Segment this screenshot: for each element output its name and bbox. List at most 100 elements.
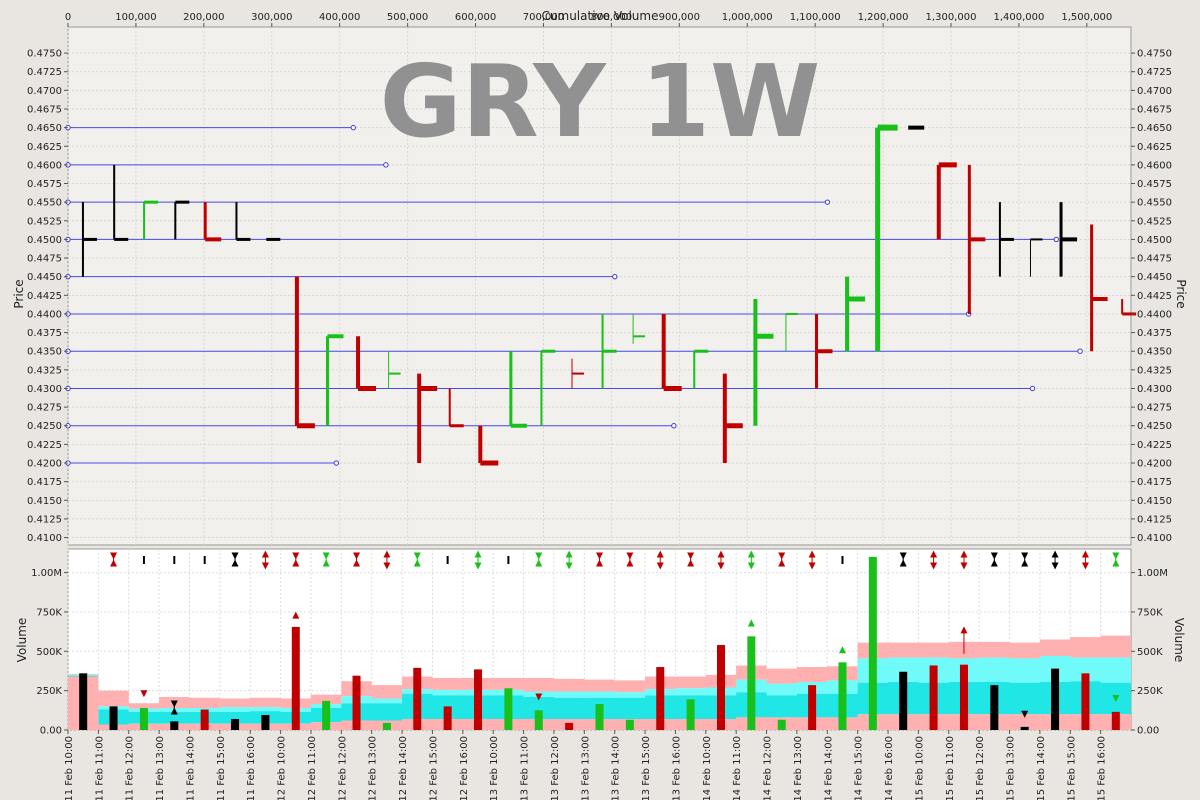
cumvol-tick-label: 1,000,000	[722, 12, 773, 23]
signal-up-marker	[960, 626, 968, 634]
volume-bar	[474, 669, 483, 730]
cumvol-tick-label: 900,000	[659, 12, 700, 23]
price-tick-label: 0.4150	[1137, 496, 1172, 507]
volume-bar	[899, 671, 908, 730]
volume-tick-label: 500K	[36, 647, 62, 658]
time-tick-label: 13 Feb 14:00	[611, 736, 622, 800]
volume-tick-label: 750K	[1137, 607, 1163, 618]
signal-down-marker	[1021, 710, 1029, 718]
volume-bar	[139, 707, 148, 730]
price-tick-label: 0.4675	[27, 104, 62, 115]
volume-bar	[929, 665, 938, 730]
cumvol-tick-label: 400,000	[319, 12, 360, 23]
price-tick-label: 0.4450	[1137, 272, 1172, 283]
top-axis: 0 100,000 200,000 300,000 400,000 500,000 600,…	[65, 12, 1112, 27]
signal-up-marker	[747, 619, 755, 627]
price-tick-label: 0.4550	[27, 198, 62, 209]
price-tick-label: 0.4625	[27, 142, 62, 153]
price-level-end-point	[350, 124, 356, 131]
price-tick-label: 0.4300	[1137, 384, 1172, 395]
price-tick-label: 0.4275	[1137, 403, 1172, 414]
time-tick-label: 14 Feb 15:00	[854, 736, 865, 800]
volume-bar	[625, 719, 634, 730]
volume-band-middle	[68, 656, 1131, 712]
price-tick-label: 0.4425	[1137, 291, 1172, 302]
price-tick-label: 0.4725	[27, 67, 62, 78]
time-tick-label: 12 Feb 11:00	[307, 736, 318, 800]
time-tick-label: 13 Feb 13:00	[580, 736, 591, 800]
price-tick-label: 0.4175	[27, 477, 62, 488]
signal-down-marker	[535, 693, 543, 701]
price-tick-label: 0.4150	[27, 496, 62, 507]
time-tick-label: 14 Feb 16:00	[884, 736, 895, 800]
cumvol-tick-label: 1,400,000	[993, 12, 1044, 23]
price-tick-label: 0.4600	[27, 160, 62, 171]
price-tick-label: 0.4725	[1137, 67, 1172, 78]
price-tick-label: 0.4700	[1137, 86, 1172, 97]
time-tick-label: 12 Feb 15:00	[428, 736, 439, 800]
price-tick-label: 0.4100	[1137, 533, 1172, 544]
volume-bar	[413, 667, 422, 730]
time-axis: 11 Feb 10:00 11 Feb 11:00 11 Feb 12:00 11 F…	[64, 730, 1108, 800]
cumvol-tick-label: 1,300,000	[926, 12, 977, 23]
price-tick-label: 0.4350	[27, 347, 62, 358]
volume-bar	[747, 636, 756, 730]
volume-bar	[443, 706, 452, 730]
price-tick-label: 0.4375	[1137, 328, 1172, 339]
volume-bar	[838, 662, 847, 730]
price-level-end-point	[612, 273, 618, 280]
signal-markers	[110, 550, 1120, 718]
time-tick-label: 12 Feb 16:00	[459, 736, 470, 800]
volume-tick-label: 1.00M	[1137, 568, 1168, 579]
time-tick-label: 13 Feb 11:00	[520, 736, 531, 800]
volume-bar	[686, 699, 695, 730]
price-tick-label: 0.4500	[1137, 235, 1172, 246]
volume-bar	[291, 626, 300, 730]
volume-axis-title-left: Volume	[15, 618, 29, 663]
price-tick-label: 0.4100	[27, 533, 62, 544]
price-tick-label: 0.4575	[27, 179, 62, 190]
price-level-end-point	[1077, 348, 1083, 354]
chart-title-watermark: GRY 1W	[380, 43, 821, 160]
volume-bar	[716, 645, 725, 730]
cumvol-tick-label: 1,200,000	[858, 12, 909, 23]
volume-tick-label: 750K	[36, 607, 62, 618]
time-tick-label: 11 Feb 10:00	[64, 736, 75, 800]
price-tick-label: 0.4425	[27, 291, 62, 302]
signal-up-marker	[838, 646, 846, 654]
volume-bands	[68, 635, 1131, 730]
volume-band-core	[68, 675, 1131, 725]
volume-bar	[170, 721, 179, 730]
time-tick-label: 13 Feb 10:00	[489, 736, 500, 800]
price-level-end-point	[824, 199, 831, 205]
price-tick-label: 0.4375	[27, 328, 62, 339]
time-tick-label: 14 Feb 13:00	[793, 736, 804, 800]
volume-bar	[504, 688, 513, 730]
cumvol-tick-label: 700,000	[523, 12, 564, 23]
price-grid	[67, 27, 1131, 545]
price-axis-title-right: Price	[1174, 279, 1188, 308]
price-tick-label: 0.4750	[27, 49, 62, 60]
volume-tick-label: 250K	[36, 686, 62, 697]
price-tick-label: 0.4175	[1137, 477, 1172, 488]
cumvol-tick-label: 1,100,000	[790, 12, 841, 23]
volume-axis: 0.00 0.00 250K 250K 500K 500K 750K 750K 1.00M 1.0…	[31, 568, 1168, 736]
price-level-end-point	[1053, 236, 1059, 243]
volume-bar	[595, 704, 604, 730]
price-tick-label: 0.4525	[27, 216, 62, 227]
price-axis: 0.4100 0.4100 0.4125 0.4125 0.4150 0.4150 0.41…	[27, 49, 1172, 544]
volume-tick-label: 1.00M	[31, 568, 62, 579]
volume-bar	[200, 709, 209, 730]
price-level-end-point	[333, 460, 339, 466]
volume-bar	[534, 710, 543, 730]
volume-bar	[1020, 726, 1029, 730]
price-tick-label: 0.4750	[1137, 49, 1172, 60]
volume-bar	[352, 675, 361, 730]
volume-band-upper	[68, 635, 1131, 709]
price-tick-label: 0.4275	[27, 403, 62, 414]
price-tick-label: 0.4200	[1137, 459, 1172, 470]
price-tick-label: 0.4525	[1137, 216, 1172, 227]
volume-tick-label: 500K	[1137, 647, 1163, 658]
price-tick-label: 0.4125	[27, 514, 62, 525]
volume-tick-label: 250K	[1137, 686, 1163, 697]
